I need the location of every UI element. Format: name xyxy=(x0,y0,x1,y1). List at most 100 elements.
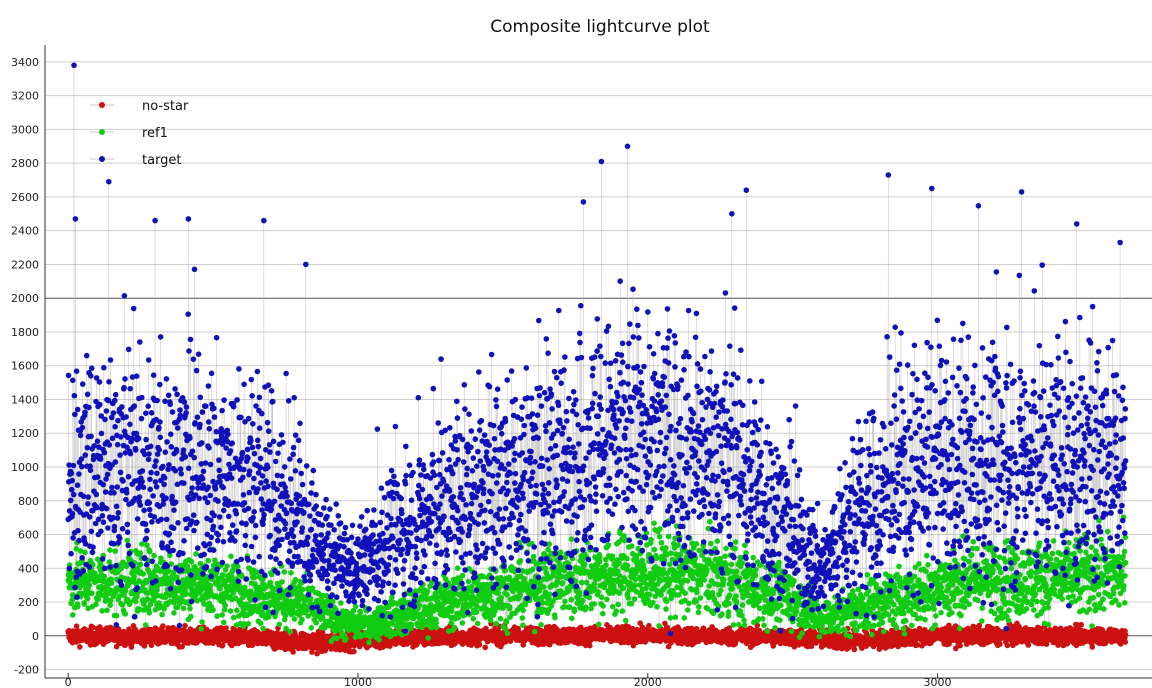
data-point xyxy=(223,625,229,631)
data-point xyxy=(288,570,294,576)
data-point xyxy=(423,627,430,633)
data-point xyxy=(188,558,195,565)
data-point xyxy=(214,613,220,619)
y-tick-label: 3400 xyxy=(11,56,39,69)
y-tick-label: 200 xyxy=(18,596,39,609)
data-point xyxy=(151,552,157,559)
x-tick-label: 3000 xyxy=(924,676,952,688)
data-point xyxy=(119,602,126,608)
data-point xyxy=(131,574,137,580)
data-point xyxy=(210,607,216,613)
data-point xyxy=(309,649,315,655)
data-point xyxy=(219,642,226,649)
y-tick-label: 3200 xyxy=(11,90,39,103)
data-point xyxy=(299,586,306,593)
data-point xyxy=(82,549,88,556)
data-point xyxy=(366,639,372,646)
data-point xyxy=(287,628,294,635)
data-point xyxy=(70,612,76,618)
data-point xyxy=(77,644,83,650)
data-point xyxy=(154,587,160,593)
data-point xyxy=(1122,639,1129,645)
data-point xyxy=(221,619,227,626)
data-point xyxy=(291,616,298,622)
data-point xyxy=(352,603,359,610)
data-point xyxy=(338,600,344,606)
data-point xyxy=(171,610,177,616)
data-point xyxy=(1004,642,1011,649)
x-tick-label: 1000 xyxy=(344,676,372,688)
data-point xyxy=(299,616,305,623)
series-no-star xyxy=(65,620,1129,657)
y-tick-label: 2800 xyxy=(11,157,39,170)
data-point xyxy=(81,601,88,607)
data-point xyxy=(89,590,95,596)
data-point xyxy=(1025,642,1032,648)
data-point xyxy=(193,551,199,557)
data-point xyxy=(207,583,214,589)
data-point xyxy=(139,541,145,547)
data-point xyxy=(228,553,234,560)
data-point xyxy=(84,595,91,602)
y-tick-label: 400 xyxy=(18,562,39,575)
data-point xyxy=(183,591,189,597)
data-point xyxy=(376,637,382,643)
data-point xyxy=(1089,644,1096,650)
data-point xyxy=(122,611,129,617)
data-point xyxy=(425,635,431,641)
data-point xyxy=(1122,632,1129,638)
data-point xyxy=(279,579,285,585)
y-tick-label: 2600 xyxy=(11,191,39,204)
data-point xyxy=(219,612,225,618)
data-point xyxy=(137,561,144,568)
data-point xyxy=(199,619,205,625)
data-point xyxy=(160,623,166,629)
data-point xyxy=(124,537,131,544)
data-point xyxy=(424,588,431,594)
data-point xyxy=(224,563,230,569)
x-tick-label: 2000 xyxy=(634,676,662,688)
data-point xyxy=(476,641,483,648)
data-point xyxy=(140,571,146,577)
data-point xyxy=(997,641,1003,647)
data-point xyxy=(851,646,858,653)
data-point xyxy=(357,609,364,616)
chart-title: Composite lightcurve plot xyxy=(490,17,710,37)
data-point xyxy=(148,642,155,649)
data-point xyxy=(433,624,440,631)
data-point xyxy=(142,622,149,628)
data-point xyxy=(165,568,172,574)
data-point xyxy=(245,621,252,627)
x-tick-label: 0 xyxy=(65,676,72,688)
data-point xyxy=(118,565,124,572)
data-point xyxy=(219,572,226,578)
data-points xyxy=(65,62,1129,657)
data-point xyxy=(587,642,593,649)
data-point xyxy=(290,649,296,655)
data-point xyxy=(234,607,240,614)
y-tick-label: 3000 xyxy=(11,123,39,136)
data-point xyxy=(274,644,280,651)
data-point xyxy=(308,625,315,631)
y-tick-label: 2000 xyxy=(11,292,39,305)
data-point xyxy=(389,594,395,600)
data-point xyxy=(146,548,153,555)
data-point xyxy=(408,621,415,628)
data-point xyxy=(99,608,105,614)
data-point xyxy=(74,603,81,610)
data-point xyxy=(343,635,349,642)
data-point xyxy=(292,576,299,583)
data-point xyxy=(309,585,316,591)
data-point xyxy=(179,643,185,650)
data-point xyxy=(122,587,129,594)
data-point xyxy=(416,602,423,609)
data-point xyxy=(313,620,320,626)
y-tick-label: -200 xyxy=(14,664,39,677)
data-point xyxy=(351,648,357,655)
y-tick-label: 0 xyxy=(32,630,39,643)
data-point xyxy=(112,548,118,554)
data-point xyxy=(113,612,120,619)
data-point xyxy=(101,573,108,580)
y-tick-label: 2200 xyxy=(11,258,39,271)
